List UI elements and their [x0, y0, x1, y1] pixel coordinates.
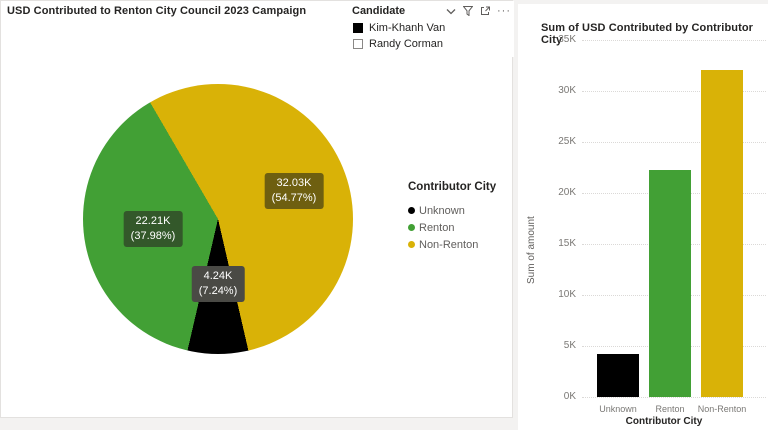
- pie-label-percent: (37.98%): [130, 230, 176, 242]
- checkbox-unchecked[interactable]: [353, 39, 363, 49]
- legend-item-non-renton[interactable]: Non-Renton: [408, 236, 496, 253]
- slicer-option-randy-corman[interactable]: Randy Corman: [353, 38, 443, 50]
- filter-icon[interactable]: [463, 6, 473, 16]
- bar-chart-title: Sum of USD Contributed by Contributor Ci…: [541, 22, 754, 46]
- y-tick-label: 0K: [563, 391, 576, 402]
- legend-item-unknown[interactable]: Unknown: [408, 202, 496, 219]
- x-tick-label: Non-Renton: [697, 404, 747, 414]
- y-tick-label: 35K: [558, 34, 576, 45]
- bar-chart-plot-area: 35K 30K 25K 20K 15K 10K 5K 0K Unknown Re…: [518, 4, 768, 430]
- gridline: [582, 142, 766, 143]
- pie-data-label-unknown: 4.24K (7.24%): [191, 266, 245, 302]
- bar-renton[interactable]: [649, 170, 691, 397]
- bar-chart-card: Sum of USD Contributed by Contributor Ci…: [518, 4, 768, 430]
- legend-title: Contributor City: [408, 181, 497, 193]
- legend-item-label: Unknown: [419, 204, 465, 217]
- legend-dot-non-renton: [408, 241, 415, 248]
- slicer-option-kim-khanh-van[interactable]: Kim-Khanh Van: [353, 22, 445, 34]
- slicer-option-label: Kim-Khanh Van: [369, 22, 446, 34]
- bar-non-renton[interactable]: [701, 70, 743, 397]
- pie-legend: Contributor City Unknown Renton Non-Rent…: [408, 181, 496, 253]
- more-options-icon[interactable]: ···: [497, 5, 511, 17]
- focus-mode-icon[interactable]: [480, 6, 490, 16]
- x-axis-title: Contributor City: [625, 416, 703, 427]
- slicer-option-label: Randy Corman: [369, 38, 443, 50]
- slicer-title: Candidate: [352, 5, 406, 17]
- legend-item-renton[interactable]: Renton: [408, 219, 496, 236]
- legend-dot-unknown: [408, 207, 415, 214]
- legend-item-label: Renton: [419, 221, 455, 234]
- pie-label-percent: (54.77%): [271, 192, 317, 204]
- gridline: [582, 91, 766, 92]
- y-tick-label: 10K: [558, 289, 576, 300]
- pie-data-label-renton: 22.21K (37.98%): [123, 211, 183, 247]
- gridline: [582, 397, 766, 398]
- candidate-slicer: Candidate ··· Kim-Khanh Van Randy Co: [346, 1, 514, 57]
- pie-chart-card: USD Contributed to Renton City Council 2…: [0, 0, 514, 418]
- y-tick-label: 5K: [563, 340, 576, 351]
- bar-unknown[interactable]: [597, 354, 639, 397]
- x-tick-label: Renton: [655, 404, 685, 414]
- y-tick-label: 25K: [558, 136, 576, 147]
- y-tick-label: 20K: [558, 187, 576, 198]
- x-tick-label: Unknown: [599, 404, 637, 414]
- pie-label-value: 32.03K: [276, 177, 312, 189]
- chevron-down-icon[interactable]: [446, 8, 456, 15]
- pie-label-percent: (7.24%): [198, 285, 238, 297]
- gridline: [582, 40, 766, 41]
- slicer-header-icons: ···: [446, 5, 511, 17]
- checkbox-checked[interactable]: [353, 23, 363, 33]
- legend-dot-renton: [408, 224, 415, 231]
- pie-data-label-non-renton: 32.03K (54.77%): [264, 173, 324, 209]
- y-tick-label: 30K: [558, 85, 576, 96]
- legend-item-label: Non-Renton: [419, 238, 479, 251]
- pie-chart-title: USD Contributed to Renton City Council 2…: [7, 5, 307, 17]
- pie-label-value: 4.24K: [203, 270, 233, 282]
- pie-label-value: 22.21K: [135, 215, 171, 227]
- y-tick-label: 15K: [558, 238, 576, 249]
